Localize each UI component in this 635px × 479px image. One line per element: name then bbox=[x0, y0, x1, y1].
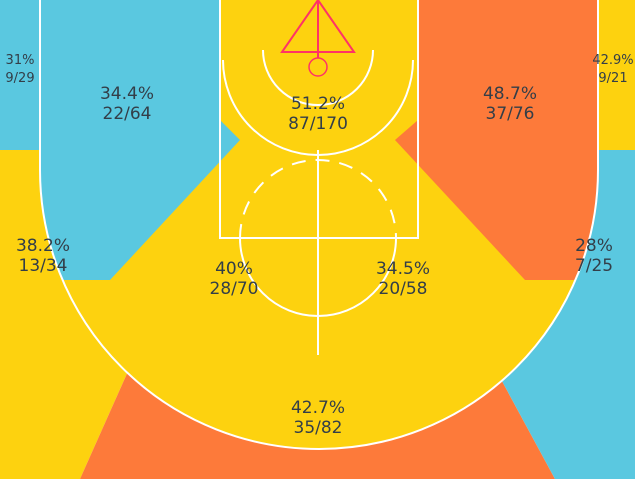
zone-labels: 31% 9/29 34.4% 22/64 51.2% 87/170 48.7% … bbox=[5, 53, 633, 438]
zone-shots: 37/76 bbox=[486, 104, 535, 124]
zone-pct: 31% bbox=[6, 53, 35, 68]
zone-pct: 34.5% bbox=[376, 259, 430, 279]
zone-left-wing-three bbox=[0, 150, 150, 479]
zone-shots: 9/29 bbox=[5, 71, 34, 86]
court-lines bbox=[39, 0, 599, 450]
zone-pct: 42.7% bbox=[291, 398, 345, 418]
zone-shots: 28/70 bbox=[210, 279, 259, 299]
zone-pct: 40% bbox=[215, 259, 253, 279]
zone-pct: 34.4% bbox=[100, 84, 154, 104]
zone-left-mid-wing bbox=[40, 0, 240, 280]
zone-shots: 13/34 bbox=[19, 256, 68, 276]
zone-right-mid-wing bbox=[395, 0, 598, 280]
zone-shots: 7/25 bbox=[575, 256, 613, 276]
zone-left-corner bbox=[0, 0, 40, 150]
zone-pct: 42.9% bbox=[592, 53, 633, 68]
zone-shots: 35/82 bbox=[294, 418, 343, 438]
zone-pct: 38.2% bbox=[16, 236, 70, 256]
zone-shots: 22/64 bbox=[103, 104, 152, 124]
zone-shots: 9/21 bbox=[598, 71, 627, 86]
zone-shots: 87/170 bbox=[288, 114, 348, 134]
zone-pct: 48.7% bbox=[483, 84, 537, 104]
zone-right-corner bbox=[598, 0, 635, 150]
zone-pct: 51.2% bbox=[291, 94, 345, 114]
zone-pct: 28% bbox=[575, 236, 613, 256]
zone-shots: 20/58 bbox=[379, 279, 428, 299]
